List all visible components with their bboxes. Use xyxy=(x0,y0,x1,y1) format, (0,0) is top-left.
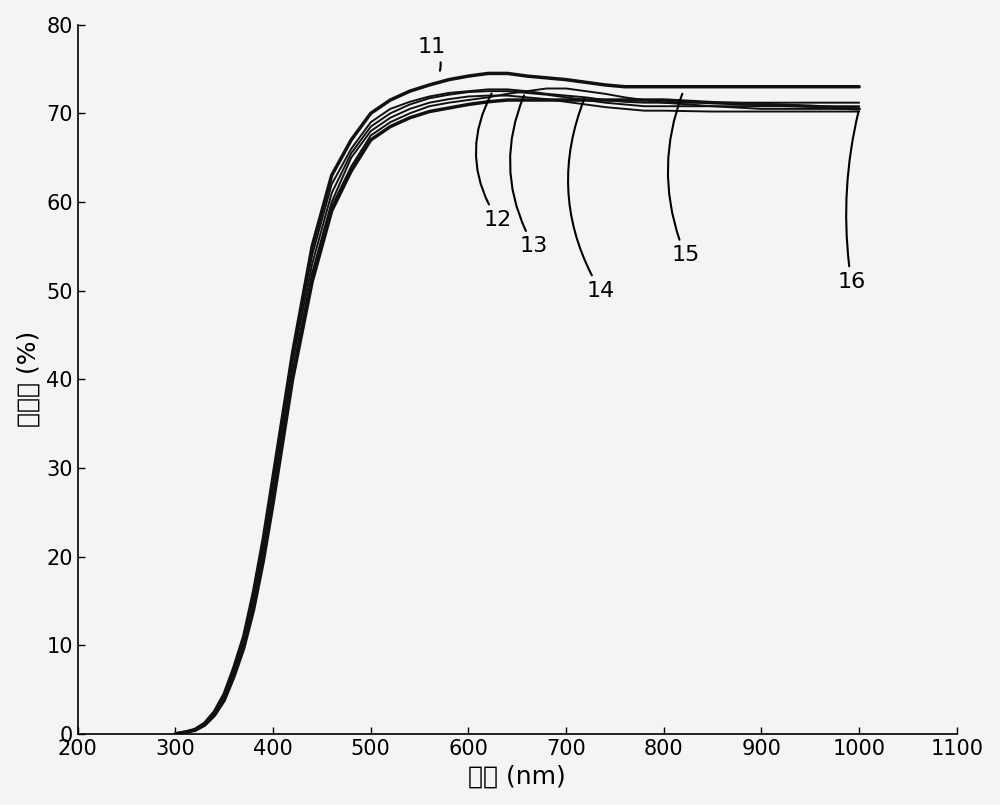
Text: 14: 14 xyxy=(568,98,614,300)
X-axis label: 波长 (nm): 波长 (nm) xyxy=(468,764,566,788)
Text: 13: 13 xyxy=(510,96,548,256)
Text: 15: 15 xyxy=(668,93,699,265)
Text: 16: 16 xyxy=(837,112,865,291)
Y-axis label: 透过率 (%): 透过率 (%) xyxy=(17,331,41,427)
Text: 11: 11 xyxy=(417,37,445,71)
Text: 12: 12 xyxy=(476,93,512,229)
